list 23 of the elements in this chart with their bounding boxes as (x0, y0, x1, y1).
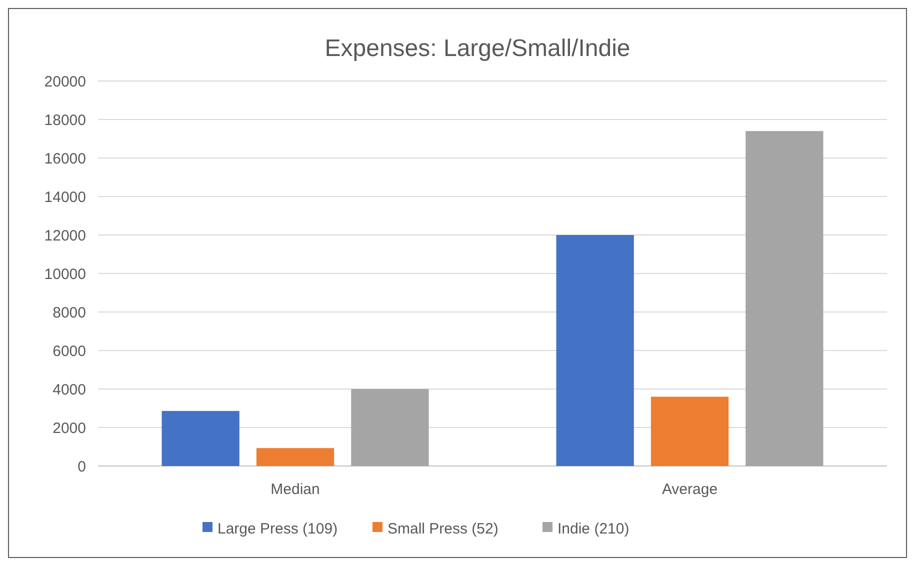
y-tick-label: 10000 (44, 266, 86, 283)
y-tick-label: 12000 (44, 227, 86, 244)
y-tick-label: 8000 (52, 304, 86, 322)
y-tick-label: 6000 (52, 342, 86, 360)
y-tick-label: 2000 (52, 420, 86, 437)
y-tick-label: 4000 (52, 381, 86, 398)
legend-label: Indie (210) (558, 520, 630, 538)
x-tick-label: Median (270, 481, 320, 498)
y-tick-label: 14000 (44, 188, 86, 206)
bar (556, 235, 634, 466)
y-tick-label: 18000 (44, 112, 86, 129)
x-tick-label: Average (662, 481, 718, 498)
y-tick-label: 0 (78, 458, 86, 476)
bar (351, 389, 429, 466)
bar (162, 410, 240, 466)
chart-title: Expenses: Large/Small/Indie (324, 35, 630, 62)
legend-label: Small Press (52) (388, 520, 498, 538)
bar (650, 396, 729, 466)
bar (746, 131, 824, 466)
y-tick-label: 20000 (44, 73, 86, 90)
legend-label: Large Press (109) (218, 520, 338, 538)
y-tick-label: 16000 (44, 150, 86, 168)
bar (256, 448, 334, 466)
